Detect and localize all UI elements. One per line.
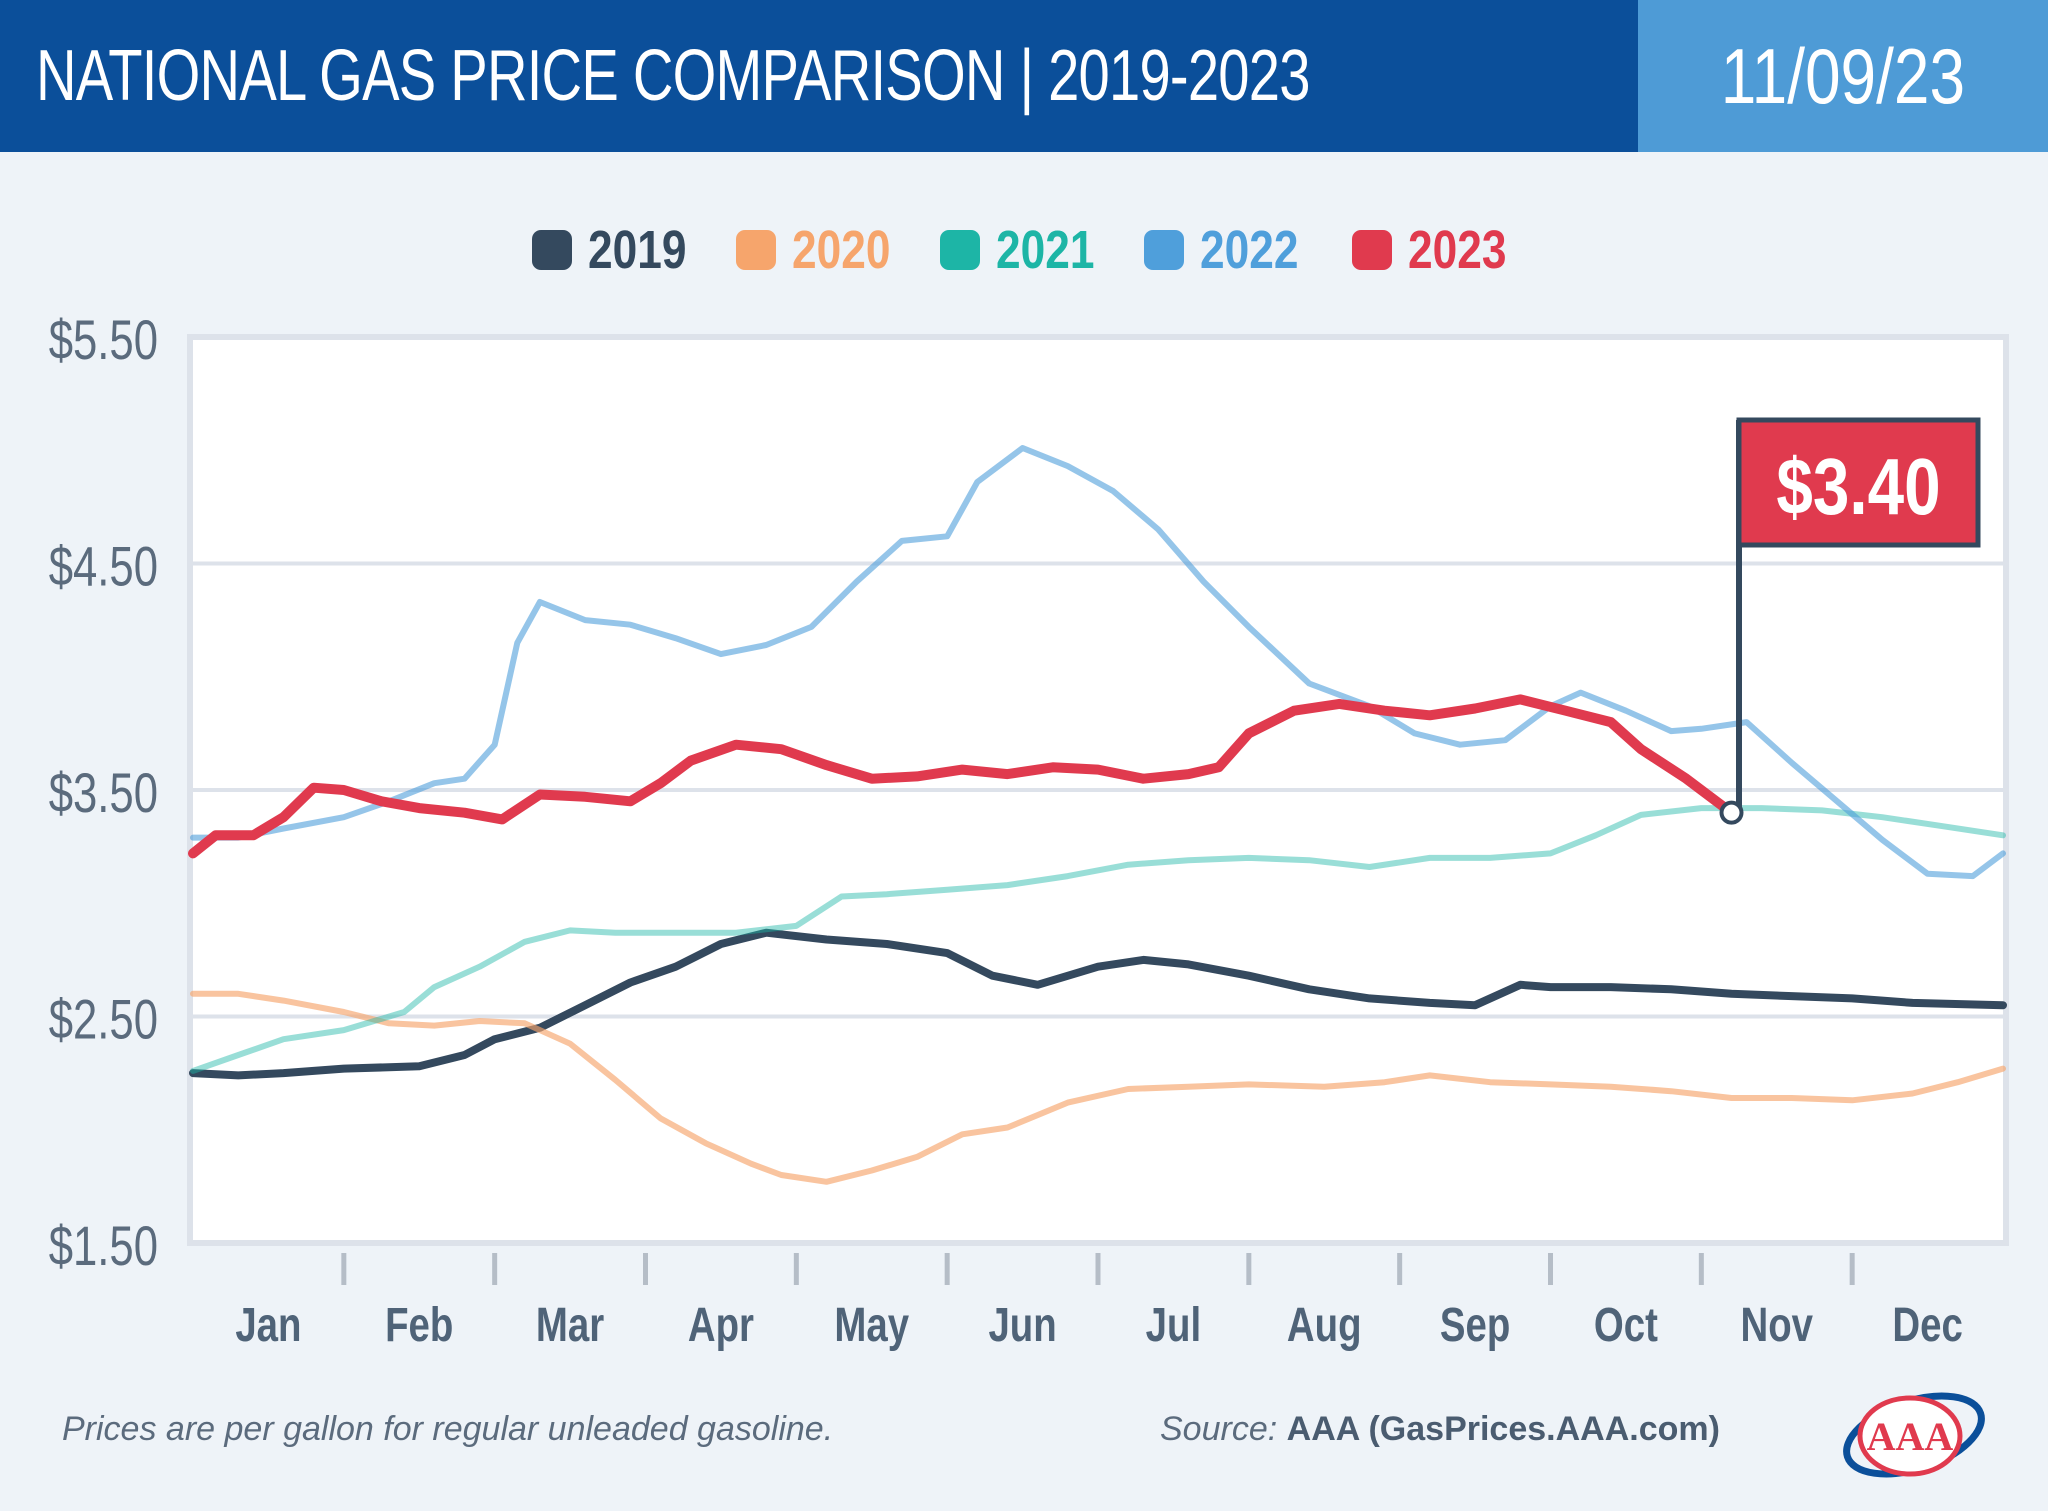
legend-swatch-2020	[736, 230, 776, 270]
series-line-2019	[189, 928, 2007, 1080]
x-tick-label: May	[834, 1299, 909, 1352]
series-line-2020	[190, 990, 2006, 1185]
annotation-label: $3.40	[1776, 442, 1940, 532]
series-line-2023	[188, 694, 1737, 859]
y-tick-label: $3.50	[49, 762, 158, 824]
annotation-box	[1736, 417, 1981, 548]
legend-label-2023: 2023	[1408, 220, 1506, 280]
logo-text: AAA	[1867, 1414, 1954, 1459]
legend-label-2022: 2022	[1200, 220, 1298, 280]
y-tick-label: $4.50	[49, 535, 158, 597]
source-label: Source:	[1160, 1410, 1278, 1448]
x-tick-label: Jun	[988, 1299, 1056, 1352]
series-line-2021	[190, 805, 2006, 1074]
series-lines	[188, 445, 2007, 1185]
x-axis: Jan Feb Mar Apr May Jun Jul Aug Sep Oct Nov Dec	[235, 1253, 1963, 1352]
x-tick-label: Nov	[1740, 1299, 1813, 1352]
x-tick-label: Jul	[1146, 1299, 1201, 1352]
legend-swatch-2023	[1352, 230, 1392, 270]
date-label: 11/09/23	[1720, 31, 1966, 120]
date-bar: 11/09/23	[1638, 0, 2048, 152]
x-tick-label: Mar	[536, 1299, 604, 1352]
price-chart: 2019 2020 2021 2022 2023 $5.50 $4.50 $3.50 $2.5…	[49, 220, 2009, 1352]
legend-label-2021: 2021	[996, 220, 1094, 280]
x-tick-label: Dec	[1892, 1299, 1962, 1352]
annotation-marker	[1719, 800, 1744, 825]
legend-swatch-2019	[532, 230, 572, 270]
legend-label-2020: 2020	[792, 220, 890, 280]
header: NATIONAL GAS PRICE COMPARISON | 2019-202…	[0, 0, 2048, 152]
y-tick-label: $5.50	[49, 309, 158, 371]
y-axis: $5.50 $4.50 $3.50 $2.50 $1.50	[49, 309, 158, 1277]
aaa-logo: AAA	[1843, 1392, 1985, 1478]
y-tick-label: $1.50	[49, 1215, 158, 1277]
source-credit: Source: AAA (GasPrices.AAA.com)	[1160, 1410, 1720, 1449]
x-tick-label: Jan	[235, 1299, 301, 1352]
page-title: NATIONAL GAS PRICE COMPARISON | 2019-202…	[36, 36, 1310, 116]
title-bar: NATIONAL GAS PRICE COMPARISON | 2019-202…	[0, 0, 1638, 152]
series-line-2022	[190, 445, 2006, 880]
y-tick-label: $2.50	[49, 988, 158, 1050]
legend-swatch-2022	[1144, 230, 1184, 270]
source-name: AAA (GasPrices.AAA.com)	[1286, 1410, 1720, 1448]
x-tick-label: Oct	[1594, 1299, 1658, 1352]
legend-label-2019: 2019	[588, 220, 686, 280]
price-annotation: $3.40	[1719, 417, 1981, 825]
x-tick-label: Feb	[385, 1299, 453, 1352]
x-tick-label: Sep	[1440, 1299, 1510, 1352]
footnote: Prices are per gallon for regular unlead…	[62, 1410, 834, 1448]
legend: 2019 2020 2021 2022 2023	[532, 220, 1506, 280]
x-tick-label: Apr	[688, 1299, 754, 1352]
x-tick-label: Aug	[1287, 1299, 1362, 1352]
legend-swatch-2021	[940, 230, 980, 270]
